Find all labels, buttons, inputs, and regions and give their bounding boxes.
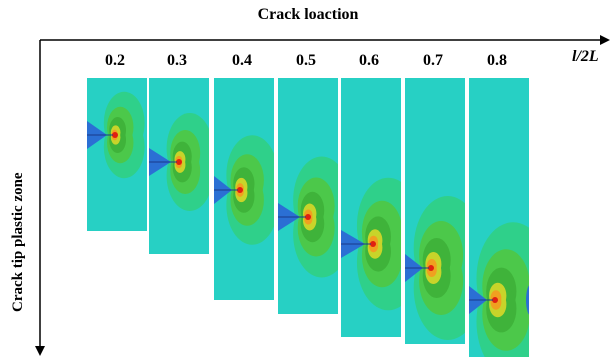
contour-plot xyxy=(469,78,529,357)
crack-tip-core xyxy=(428,265,434,271)
contour-plot xyxy=(405,78,465,344)
plastic-zone-panel xyxy=(405,78,465,344)
location-tick-label: 0.3 xyxy=(167,52,187,69)
plastic-zone-panel xyxy=(341,78,401,337)
crack-tip-core xyxy=(176,159,182,165)
crack-tip-core xyxy=(237,187,243,193)
location-tick-label: 0.6 xyxy=(359,52,379,69)
contour-plot xyxy=(149,78,209,254)
right-edge-zone xyxy=(526,285,529,315)
crack-tip-core xyxy=(370,241,376,247)
location-tick-label: 0.7 xyxy=(423,52,443,69)
diagram-title: Crack loaction xyxy=(257,6,359,23)
crack-tip-core xyxy=(492,297,498,303)
y-axis-label: Crack tip plastic zone xyxy=(10,172,26,312)
x-axis-unit-label: l/2L xyxy=(572,48,599,65)
plastic-zone-panel xyxy=(87,78,147,231)
location-tick-label: 0.8 xyxy=(487,52,507,69)
contour-plot xyxy=(341,78,401,337)
contour-plot xyxy=(87,78,147,231)
contour-plot xyxy=(214,78,274,300)
plastic-zone-panel xyxy=(469,78,529,357)
contour-plot xyxy=(278,78,338,314)
plastic-zone-panel xyxy=(214,78,274,300)
crack-tip-core xyxy=(112,132,118,138)
plastic-zone-panel xyxy=(149,78,209,254)
y-axis-arrowhead xyxy=(35,346,45,356)
location-tick-label: 0.4 xyxy=(232,52,252,69)
x-axis-arrowhead xyxy=(600,35,610,45)
location-tick-label: 0.5 xyxy=(296,52,316,69)
plastic-zone-panel xyxy=(278,78,338,314)
crack-tip-core xyxy=(305,214,311,220)
location-tick-label: 0.2 xyxy=(105,52,125,69)
